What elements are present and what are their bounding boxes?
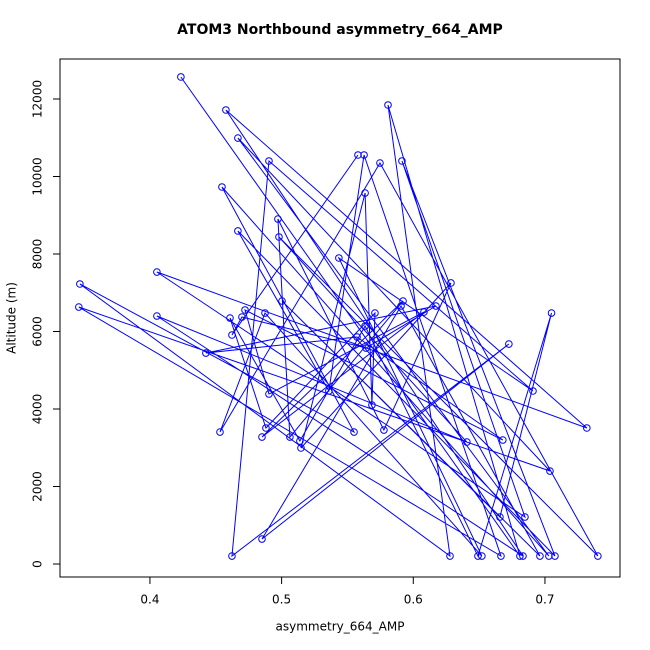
- data-point: [519, 552, 527, 560]
- data-point: [353, 333, 361, 341]
- data-point: [265, 157, 273, 165]
- data-point: [529, 387, 537, 395]
- x-tick-label: 0.4: [140, 593, 159, 607]
- data-point: [496, 513, 504, 521]
- data-point: [153, 268, 161, 276]
- data-point: [361, 189, 369, 197]
- data-point: [228, 552, 236, 560]
- data-point: [521, 513, 529, 521]
- data-point: [497, 552, 505, 560]
- data-point: [274, 215, 282, 223]
- data-point: [463, 438, 471, 446]
- data-line: [78, 76, 599, 558]
- data-point: [238, 313, 246, 321]
- data-point: [505, 340, 513, 348]
- data-point: [153, 312, 161, 320]
- data-point: [474, 552, 482, 560]
- data-point: [335, 254, 343, 262]
- y-axis-label: Altitude (m): [5, 282, 19, 354]
- data-point: [76, 280, 84, 288]
- data-point: [262, 424, 270, 432]
- data-point: [545, 552, 553, 560]
- data-point: [368, 401, 376, 409]
- data-point: [275, 233, 283, 241]
- data-point: [234, 134, 242, 142]
- data-point: [362, 344, 370, 352]
- data-point: [361, 322, 369, 330]
- data-point: [218, 183, 226, 191]
- data-point: [583, 424, 591, 432]
- data-point: [478, 552, 486, 560]
- data-point: [376, 159, 384, 167]
- x-tick-label: 0.7: [535, 593, 554, 607]
- data-point: [350, 428, 358, 436]
- data-point: [296, 437, 304, 445]
- data-point: [278, 297, 286, 305]
- data-point: [516, 552, 524, 560]
- data-point: [261, 309, 269, 317]
- data-point: [234, 227, 242, 235]
- y-tick-label: 0: [31, 560, 45, 568]
- data-point: [499, 436, 507, 444]
- data-point: [380, 426, 388, 434]
- data-point: [432, 302, 440, 310]
- data-point: [446, 552, 454, 560]
- y-tick-label: 6000: [31, 316, 45, 347]
- data-point: [551, 552, 559, 560]
- y-tick-label: 10000: [31, 157, 45, 195]
- data-point: [258, 433, 266, 441]
- y-tick-label: 8000: [31, 239, 45, 270]
- y-tick-label: 4000: [31, 394, 45, 425]
- data-point: [384, 101, 392, 109]
- data-point: [222, 106, 230, 114]
- y-tick-label: 2000: [31, 471, 45, 502]
- data-point: [594, 552, 602, 560]
- x-tick-label: 0.5: [272, 593, 291, 607]
- data-point: [547, 309, 556, 317]
- data-point: [536, 552, 544, 560]
- x-axis-label: asymmetry_664_AMP: [276, 620, 405, 634]
- data-point: [447, 279, 455, 287]
- data-point: [265, 390, 273, 398]
- data-point: [354, 151, 362, 159]
- data-point: [286, 433, 294, 441]
- x-tick-label: 0.6: [404, 593, 423, 607]
- data-point: [177, 73, 185, 81]
- data-point: [297, 444, 305, 452]
- data-point: [216, 428, 224, 436]
- data-point: [360, 151, 368, 159]
- chart-title: ATOM3 Northbound asymmetry_664_AMP: [177, 22, 503, 38]
- data-point: [202, 349, 210, 357]
- data-point: [325, 387, 333, 395]
- data-point: [397, 302, 405, 310]
- data-point: [241, 306, 249, 314]
- data-point: [75, 303, 83, 311]
- data-point: [546, 467, 554, 475]
- data-point: [258, 535, 266, 543]
- data-point: [398, 157, 406, 165]
- y-tick-label: 12000: [31, 80, 45, 118]
- data-point: [399, 297, 407, 305]
- data-point: [371, 309, 379, 317]
- data-point: [420, 308, 428, 316]
- data-point: [228, 331, 236, 339]
- data-point: [226, 314, 234, 322]
